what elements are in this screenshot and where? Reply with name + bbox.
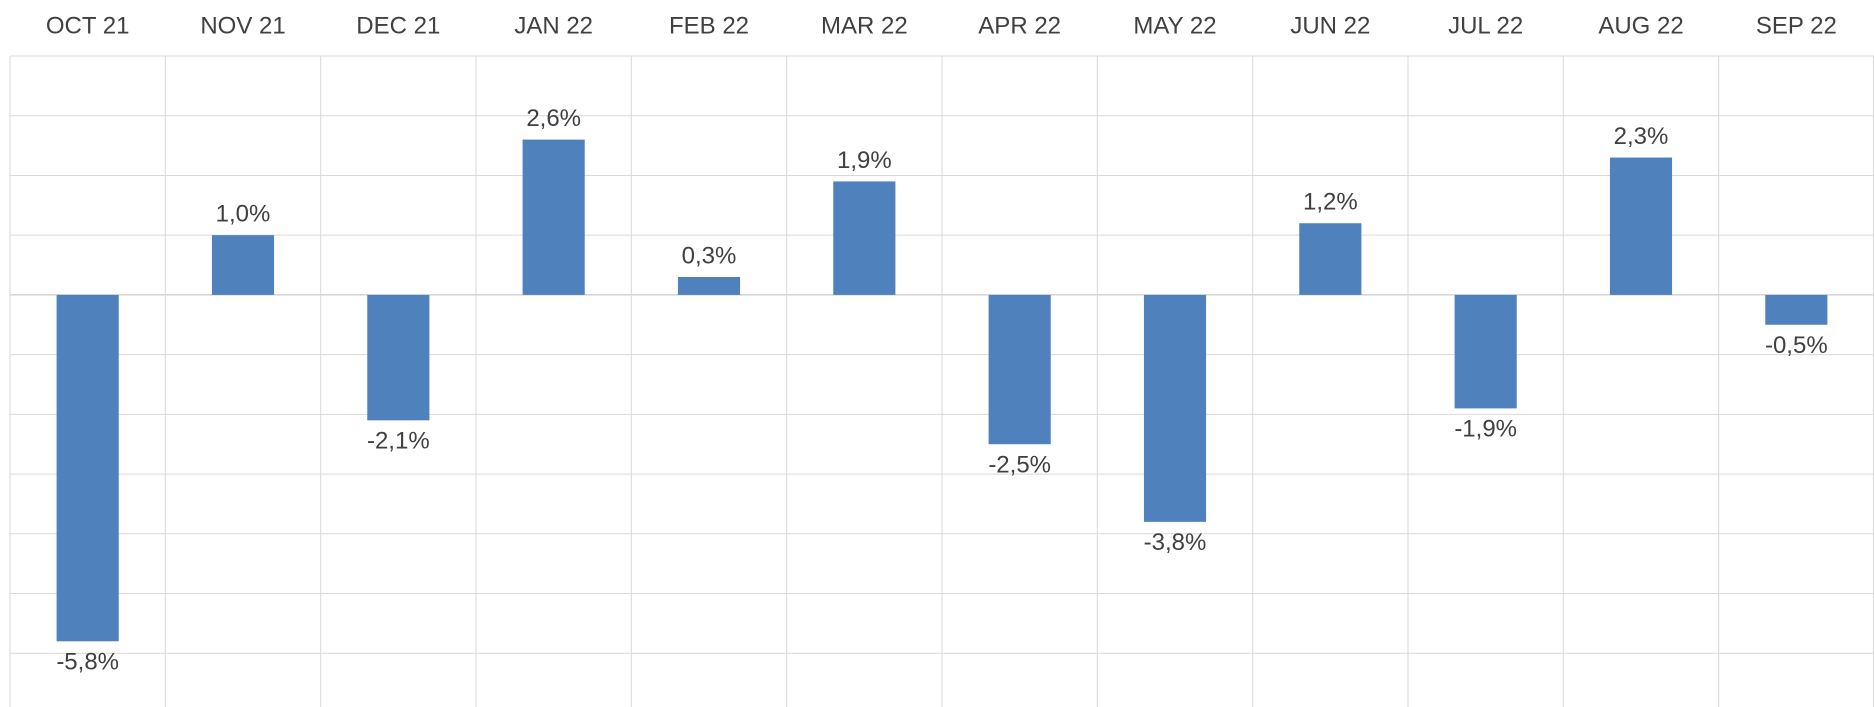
data-label: -3,8% [1144, 529, 1207, 556]
data-label: 2,6% [526, 105, 581, 132]
data-label: -2,1% [367, 428, 430, 455]
x-tick-label: FEB 22 [669, 12, 749, 39]
x-tick-label: SEP 22 [1756, 12, 1837, 39]
bar [522, 139, 585, 295]
bar [211, 235, 275, 295]
data-label: 1,0% [216, 201, 271, 228]
bar [833, 181, 896, 295]
data-label: 0,3% [682, 242, 737, 269]
data-label: -2,5% [988, 452, 1051, 479]
data-label: 1,2% [1303, 189, 1358, 216]
x-tick-label: JAN 22 [514, 12, 593, 39]
x-tick-label: MAR 22 [821, 12, 908, 39]
data-label: -0,5% [1765, 332, 1828, 359]
bar [56, 294, 119, 642]
bar [988, 294, 1051, 445]
x-tick-label: APR 22 [978, 12, 1061, 39]
x-tick-label: JUL 22 [1448, 12, 1523, 39]
x-tick-label: MAY 22 [1133, 12, 1216, 39]
x-tick-label: JUN 22 [1290, 12, 1370, 39]
x-tick-label: DEC 21 [356, 12, 440, 39]
x-tick-label: NOV 21 [200, 12, 285, 39]
x-tick-label: AUG 22 [1598, 12, 1683, 39]
data-label: -5,8% [56, 649, 119, 676]
bar [367, 294, 430, 421]
data-label: 1,9% [837, 147, 892, 174]
data-label: 2,3% [1614, 123, 1669, 150]
bar [1765, 294, 1828, 325]
bar [1143, 294, 1207, 522]
bar [1299, 223, 1362, 295]
bar [677, 276, 741, 295]
bar [1454, 294, 1517, 409]
data-label: -1,9% [1454, 416, 1517, 443]
bar [1609, 157, 1673, 295]
x-tick-label: OCT 21 [46, 12, 130, 39]
